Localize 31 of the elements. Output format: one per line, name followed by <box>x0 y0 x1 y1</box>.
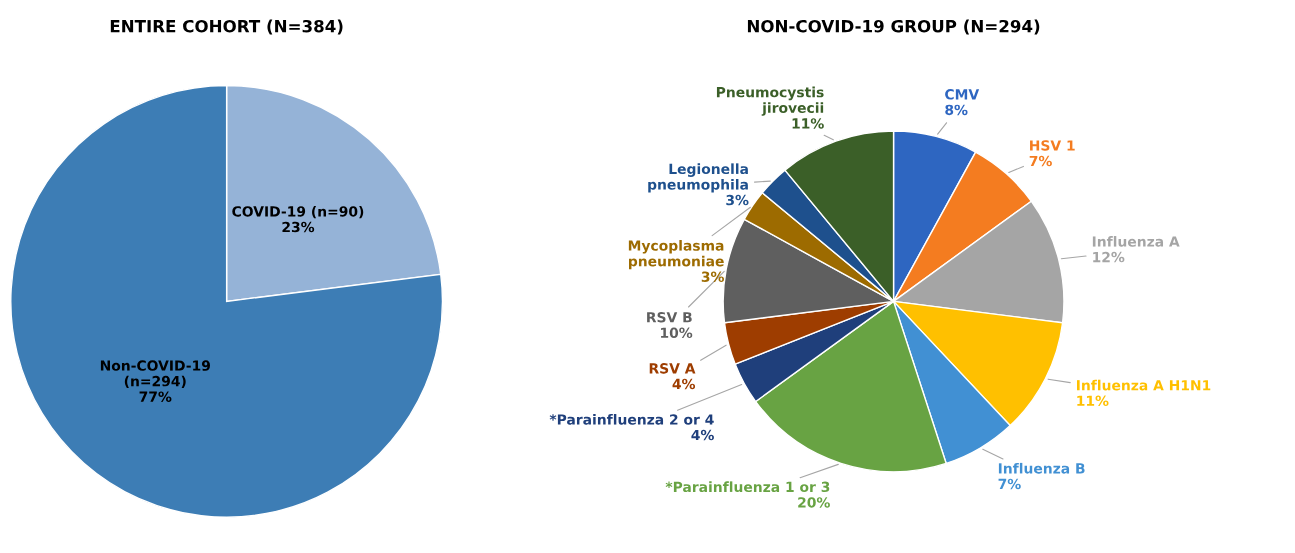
slice-label: Legionella pneumophila <box>648 163 748 193</box>
data-label: 20% <box>798 497 830 508</box>
slice-label: Mycoplasma pneumoniae <box>628 240 724 270</box>
slice-label: *Parainfluenza 2 or 4 <box>549 413 714 425</box>
slice-label: RSV A <box>649 363 696 374</box>
data-label: 77% <box>139 391 172 402</box>
chart-title: NON-COVID-19 GROUP (N=294) <box>747 19 1040 35</box>
slice-label: Influenza A H1N1 <box>1077 379 1211 391</box>
slice-label: Influenza B <box>998 462 1085 474</box>
data-label: 8% <box>945 104 968 116</box>
data-label: 23% <box>282 221 315 233</box>
data-label: 4% <box>691 429 714 441</box>
slice-label: COVID-19 (n=90) <box>232 205 364 219</box>
slice-label: Non-COVID-19 (n=294) <box>100 360 210 388</box>
data-label: 7% <box>998 478 1021 490</box>
data-label: 4% <box>672 378 696 390</box>
data-label: 7% <box>1029 155 1052 167</box>
slice-label: Pneumocystis jirovecii <box>716 86 824 116</box>
slice-label: HSV 1 <box>1030 140 1075 151</box>
pie-slice <box>10 84 444 518</box>
slice-label: *Parainfluenza 1 or 3 <box>665 481 830 493</box>
data-label: 11% <box>1077 395 1109 407</box>
slice-label: Influenza A <box>1092 236 1180 247</box>
data-label: 12% <box>1093 251 1125 263</box>
slice-label: CMV <box>945 89 980 100</box>
slice-label: RSV B <box>647 312 692 323</box>
data-label: 10% <box>661 327 693 339</box>
chart-title: ENTIRE COHORT (N=384) <box>110 19 343 35</box>
data-label: 11% <box>792 118 824 129</box>
data-label: 3% <box>726 194 749 206</box>
data-label: 3% <box>701 271 724 282</box>
